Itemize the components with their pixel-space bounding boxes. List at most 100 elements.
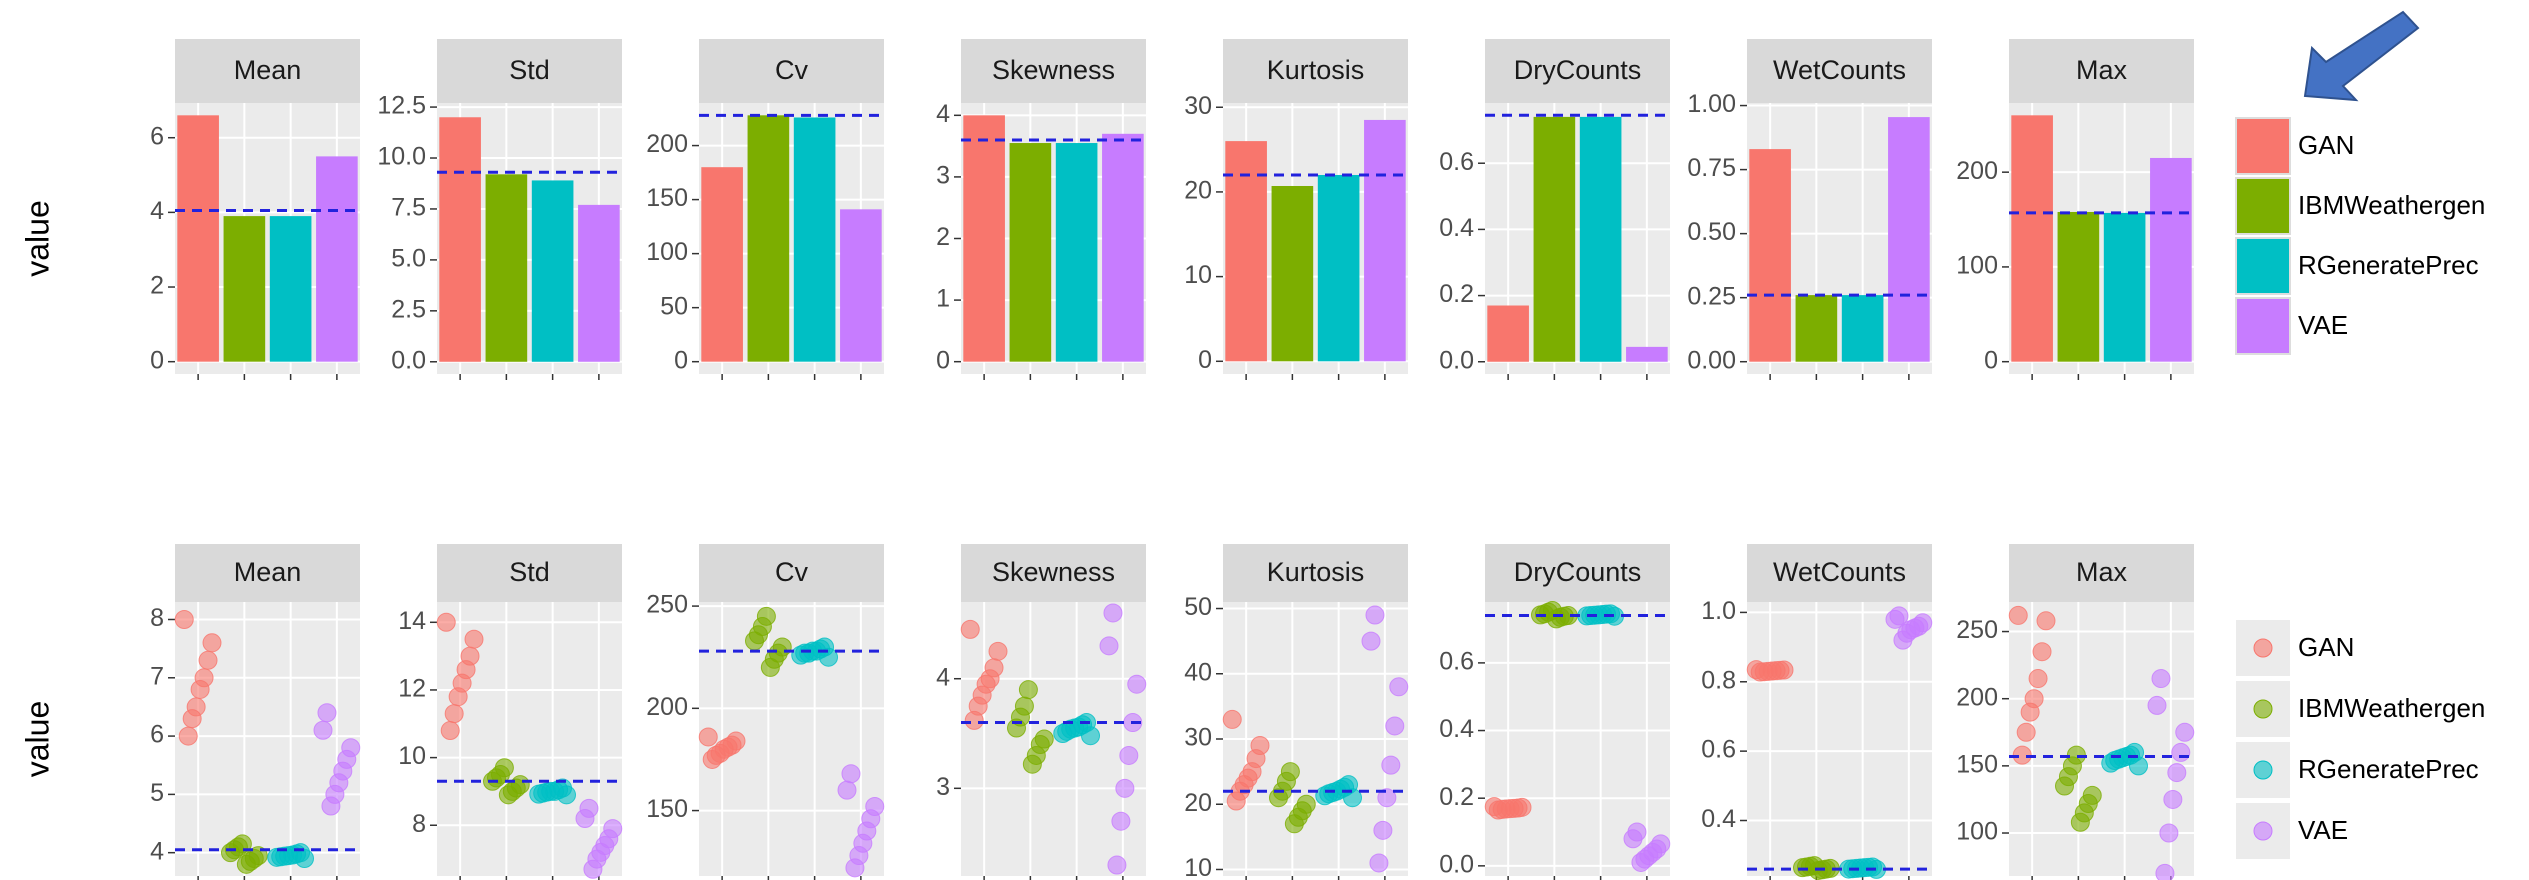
y-tick-label: 200 <box>646 693 688 721</box>
point <box>1893 630 1913 650</box>
point <box>1222 709 1242 729</box>
bar <box>840 209 882 362</box>
point <box>2175 722 2195 742</box>
panel-title: Cv <box>775 557 808 587</box>
point <box>1018 680 1038 700</box>
y-tick-label: 1 <box>936 285 950 313</box>
point <box>1284 814 1304 834</box>
legend-label: RGeneratePrec <box>2298 754 2479 784</box>
point <box>1226 791 1246 811</box>
y-tick-label: 12 <box>398 675 426 703</box>
point <box>1750 662 1770 682</box>
y-axis-title: value <box>19 701 55 778</box>
point <box>845 858 865 878</box>
y-tick-label: 30 <box>1184 92 1212 120</box>
panel-title: Skewness <box>992 557 1115 587</box>
point <box>2070 812 2090 832</box>
point <box>436 612 456 632</box>
point <box>698 727 718 747</box>
bar <box>1225 141 1267 362</box>
y-tick-label: 0.75 <box>1687 154 1736 182</box>
bar <box>316 156 358 362</box>
point <box>1488 800 1508 820</box>
strip <box>437 39 622 103</box>
panel-title: Kurtosis <box>1267 55 1365 85</box>
point <box>964 710 984 730</box>
panel-title: Std <box>509 557 550 587</box>
y-tick-label: 0.8 <box>1701 666 1736 694</box>
bar <box>1579 116 1622 362</box>
y-tick-label: 0 <box>936 346 950 374</box>
y-tick-label: 3 <box>936 162 950 190</box>
y-tick-label: 6 <box>150 122 164 150</box>
y-tick-label: 100 <box>1956 818 1998 846</box>
bar <box>1055 143 1098 362</box>
bar <box>2011 115 2053 362</box>
panel <box>437 602 622 876</box>
strip <box>1485 39 1670 103</box>
point <box>2055 776 2074 796</box>
point <box>178 726 198 746</box>
strip <box>1223 39 1408 103</box>
bar <box>2103 212 2146 362</box>
legend-label: GAN <box>2298 130 2354 160</box>
bar <box>1795 295 1838 362</box>
point <box>1361 631 1381 651</box>
point <box>1269 788 1288 808</box>
bar <box>1487 305 1529 362</box>
strip <box>961 544 1146 602</box>
bar <box>2150 157 2192 362</box>
panel-title: Mean <box>234 55 302 85</box>
y-tick-label: 2 <box>936 223 950 251</box>
y-tick-label: 4 <box>150 837 164 865</box>
y-tick-label: 1.00 <box>1687 90 1736 118</box>
panel-title: Cv <box>775 55 808 85</box>
legend-key <box>2253 699 2273 719</box>
point <box>557 785 576 805</box>
point <box>498 785 518 805</box>
y-tick-label: 0.4 <box>1439 715 1474 743</box>
point <box>1119 745 1139 765</box>
y-tick-label: 100 <box>1956 252 1998 280</box>
strip <box>961 39 1146 103</box>
y-tick-label: 0.2 <box>1439 280 1474 308</box>
point <box>1373 820 1393 840</box>
bar <box>269 216 312 362</box>
bar <box>1364 119 1406 362</box>
y-tick-label: 4 <box>936 100 950 128</box>
y-tick-label: 2.5 <box>391 295 426 323</box>
point <box>267 847 287 867</box>
bar <box>1626 346 1668 362</box>
panel-title: Std <box>509 55 550 85</box>
point <box>182 709 202 729</box>
point <box>198 650 218 670</box>
y-tick-label: 10 <box>1184 261 1212 289</box>
y-tick-label: 10 <box>1184 854 1212 880</box>
point <box>321 796 341 816</box>
point <box>1546 609 1566 629</box>
y-tick-label: 1.0 <box>1701 597 1736 625</box>
y-tick-label: 200 <box>1956 157 1998 185</box>
bar <box>747 115 790 362</box>
point <box>1103 603 1123 623</box>
point <box>1365 605 1385 625</box>
panel-title: Mean <box>234 557 302 587</box>
y-tick-label: 250 <box>1956 616 1998 644</box>
point <box>2155 863 2175 880</box>
y-tick-label: 20 <box>1184 789 1212 817</box>
point <box>2020 702 2040 722</box>
point <box>760 657 780 677</box>
strip <box>1485 544 1670 602</box>
legend-key <box>2235 117 2291 175</box>
point <box>2171 742 2191 762</box>
y-tick-label: 30 <box>1184 724 1212 752</box>
bar <box>1271 185 1314 362</box>
y-tick-label: 20 <box>1184 177 1212 205</box>
point <box>464 629 484 649</box>
point <box>190 679 210 699</box>
point <box>583 859 603 879</box>
panel-title: WetCounts <box>1773 55 1906 85</box>
y-tick-label: 200 <box>646 130 688 158</box>
y-tick-label: 0.6 <box>1701 736 1736 764</box>
point <box>1377 788 1397 808</box>
